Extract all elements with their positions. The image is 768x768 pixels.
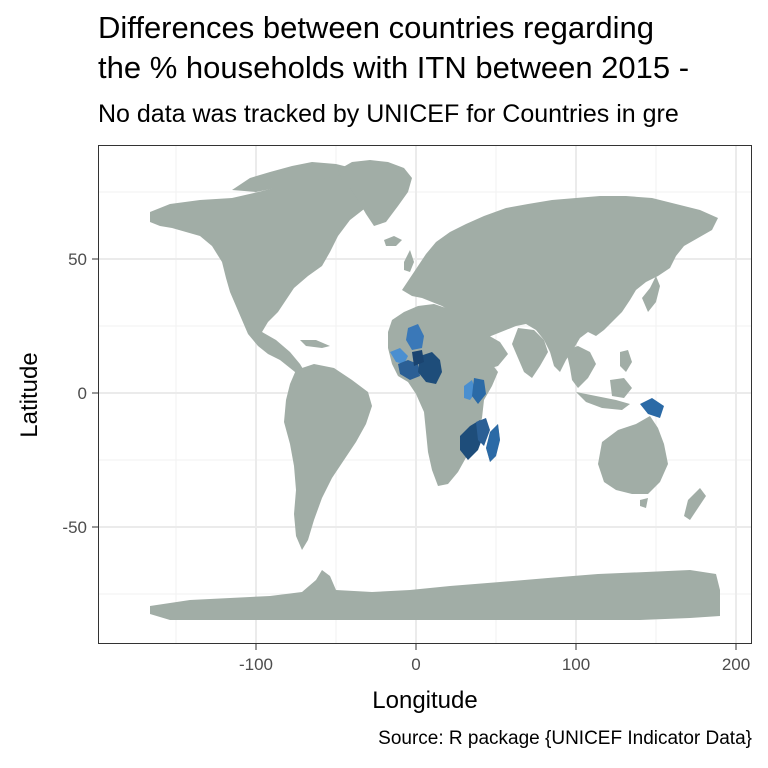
iceland bbox=[384, 236, 402, 246]
x-axis-title: Longitude bbox=[372, 687, 477, 714]
se-asia bbox=[566, 346, 596, 388]
australia bbox=[598, 416, 668, 494]
x-tick-label: 0 bbox=[411, 655, 420, 674]
x-tick-label: -100 bbox=[239, 655, 273, 674]
axis-ticks bbox=[92, 258, 737, 650]
central-america bbox=[262, 332, 306, 376]
x-tick-label: 200 bbox=[722, 655, 750, 674]
x-tick-label: 100 bbox=[562, 655, 590, 674]
tasmania bbox=[640, 498, 648, 508]
y-tick-label: -50 bbox=[62, 518, 87, 537]
new-zealand bbox=[684, 488, 706, 520]
borneo bbox=[610, 378, 632, 398]
arctic-islands bbox=[232, 162, 352, 192]
landmasses bbox=[150, 160, 720, 620]
y-axis-title: Latitude bbox=[16, 352, 43, 437]
west-africa-dark bbox=[418, 352, 442, 384]
west-africa-mali bbox=[406, 324, 424, 350]
eurasia bbox=[402, 196, 718, 372]
data-countries bbox=[390, 324, 664, 462]
uk bbox=[404, 250, 414, 272]
y-tick-label: 0 bbox=[78, 384, 87, 403]
y-tick-label: 50 bbox=[68, 250, 87, 269]
north-america bbox=[150, 170, 392, 362]
antarctica bbox=[150, 570, 720, 620]
east-africa-mid bbox=[472, 378, 486, 404]
indonesia bbox=[576, 392, 630, 410]
nigeria bbox=[412, 350, 424, 366]
chart-title-line-1: Differences between countries regarding bbox=[98, 10, 655, 45]
japan bbox=[642, 276, 660, 312]
panel-border bbox=[98, 145, 752, 644]
madagascar-data bbox=[486, 424, 500, 462]
philippines bbox=[620, 350, 632, 372]
source-caption: Source: R package {UNICEF Indicator Data… bbox=[378, 728, 752, 749]
greenland bbox=[338, 160, 412, 226]
chart-title-line-2: the % households with ITN between 2015 - bbox=[98, 50, 690, 85]
papua-new-guinea bbox=[640, 398, 664, 418]
south-america bbox=[284, 364, 372, 550]
india bbox=[512, 328, 548, 378]
caribbean bbox=[300, 340, 330, 348]
chart-subtitle: No data was tracked by UNICEF for Countr… bbox=[98, 100, 679, 128]
west-africa-light bbox=[390, 348, 408, 364]
mozambique bbox=[476, 418, 490, 446]
